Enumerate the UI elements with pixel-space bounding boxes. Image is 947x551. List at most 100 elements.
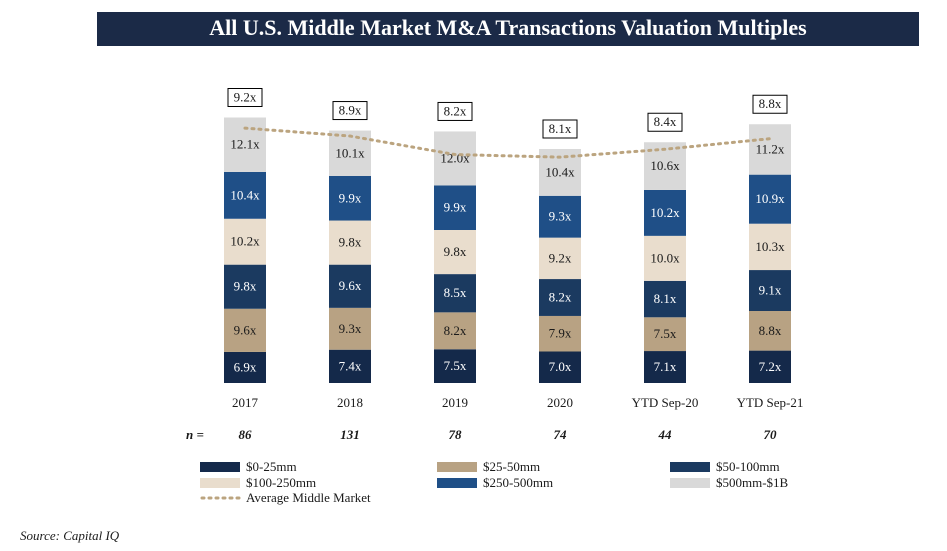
value-label: 8.2x	[444, 323, 467, 338]
value-label: 8.2x	[549, 289, 572, 304]
bar-segment	[224, 308, 266, 352]
value-label: 9.6x	[234, 322, 257, 337]
value-label: 8.1x	[654, 291, 677, 306]
value-label: 6.9x	[234, 359, 257, 374]
value-label: 10.6x	[650, 158, 680, 173]
bar-segment	[224, 117, 266, 172]
bar-segment	[749, 124, 791, 175]
average-line	[243, 126, 772, 159]
n-value: 70	[764, 427, 778, 442]
bar-segment	[644, 189, 686, 236]
value-label: 8.5x	[444, 285, 467, 300]
bar-segment	[434, 274, 476, 313]
bar-segment	[749, 350, 791, 383]
legend-swatch	[200, 462, 240, 472]
x-tick-label: YTD Sep-21	[737, 395, 804, 410]
average-label-box	[332, 101, 368, 121]
value-label: 10.2x	[230, 234, 260, 249]
legend-swatch	[200, 478, 240, 488]
average-label: 8.2x	[444, 103, 467, 118]
value-label: 9.1x	[759, 283, 782, 298]
bar-segment	[539, 237, 581, 280]
bar-segment	[434, 312, 476, 350]
value-label: 10.4x	[545, 164, 575, 179]
legend-swatch	[437, 462, 477, 472]
value-label: 9.9x	[444, 200, 467, 215]
legend-swatch	[670, 462, 710, 472]
bar-segment	[329, 307, 371, 350]
average-label: 9.2x	[234, 89, 257, 104]
legend-label: $250-500mm	[483, 475, 553, 490]
value-label: 11.2x	[756, 141, 785, 156]
bar-segment	[644, 235, 686, 281]
n-value: 44	[658, 427, 673, 442]
value-label: 9.8x	[234, 279, 257, 294]
bar-segment	[434, 349, 476, 383]
bar-segment	[539, 315, 581, 352]
average-label: 8.8x	[759, 96, 782, 111]
bar-segment	[434, 185, 476, 230]
title-band	[97, 12, 919, 46]
average-label-box	[752, 94, 788, 114]
value-label: 10.4x	[230, 187, 260, 202]
value-label: 9.3x	[549, 209, 572, 224]
average-label-box	[227, 88, 263, 107]
average-label: 8.1x	[549, 121, 572, 136]
value-label: 7.0x	[549, 359, 572, 374]
legend-label: $500mm-$1B	[716, 475, 789, 490]
bar-segment	[224, 351, 266, 383]
value-label: 9.3x	[339, 321, 362, 336]
bar-segment	[224, 218, 266, 265]
source-note: Source: Capital IQ	[20, 528, 120, 543]
value-label: 7.1x	[654, 359, 677, 374]
legend-swatch	[670, 478, 710, 488]
bar-segment	[434, 230, 476, 275]
n-value: 131	[340, 427, 360, 442]
value-label: 9.6x	[339, 278, 362, 293]
value-label: 8.8x	[759, 323, 782, 338]
bar-segment	[749, 174, 791, 224]
value-label: 7.5x	[444, 358, 467, 373]
n-value: 78	[449, 427, 463, 442]
legend-label: Average Middle Market	[246, 490, 371, 505]
legend-label: $50-100mm	[716, 459, 780, 474]
bar-segment	[329, 349, 371, 383]
legend-label: $0-25mm	[246, 459, 297, 474]
x-tick-label: 2020	[547, 395, 573, 410]
n-value: 74	[554, 427, 568, 442]
bar-segment	[539, 279, 581, 316]
average-label-box	[437, 101, 473, 121]
value-label: 9.9x	[339, 190, 362, 205]
average-label-box	[542, 119, 578, 139]
bar-segment	[329, 264, 371, 308]
value-label: 9.8x	[444, 244, 467, 259]
bar-segment	[224, 171, 266, 219]
value-label: 7.9x	[549, 326, 572, 341]
value-label: 10.3x	[755, 239, 785, 254]
value-label: 10.0x	[650, 250, 680, 265]
bar-segment	[644, 351, 686, 383]
legend-label: $25-50mm	[483, 459, 540, 474]
bar-segment	[329, 220, 371, 265]
bar-segment	[224, 264, 266, 309]
chart-title: All U.S. Middle Market M&A Transactions …	[209, 15, 807, 40]
bar-segment	[539, 351, 581, 383]
n-label: n =	[186, 427, 204, 442]
n-value: 86	[239, 427, 253, 442]
value-label: 9.2x	[549, 250, 572, 265]
x-tick-label: 2019	[442, 395, 468, 410]
x-tick-label: 2018	[337, 395, 363, 410]
value-label: 9.8x	[339, 235, 362, 250]
value-label: 10.1x	[335, 145, 365, 160]
bar-segment	[749, 311, 791, 351]
x-tick-label: 2017	[232, 395, 259, 410]
value-label: 7.4x	[339, 358, 362, 373]
bar-segment	[749, 270, 791, 311]
bar-segment	[644, 317, 686, 352]
average-label-box	[647, 112, 683, 132]
legend-label: $100-250mm	[246, 475, 316, 490]
value-label: 7.2x	[759, 359, 782, 374]
bar-segment	[644, 280, 686, 318]
bar-segment	[749, 223, 791, 271]
